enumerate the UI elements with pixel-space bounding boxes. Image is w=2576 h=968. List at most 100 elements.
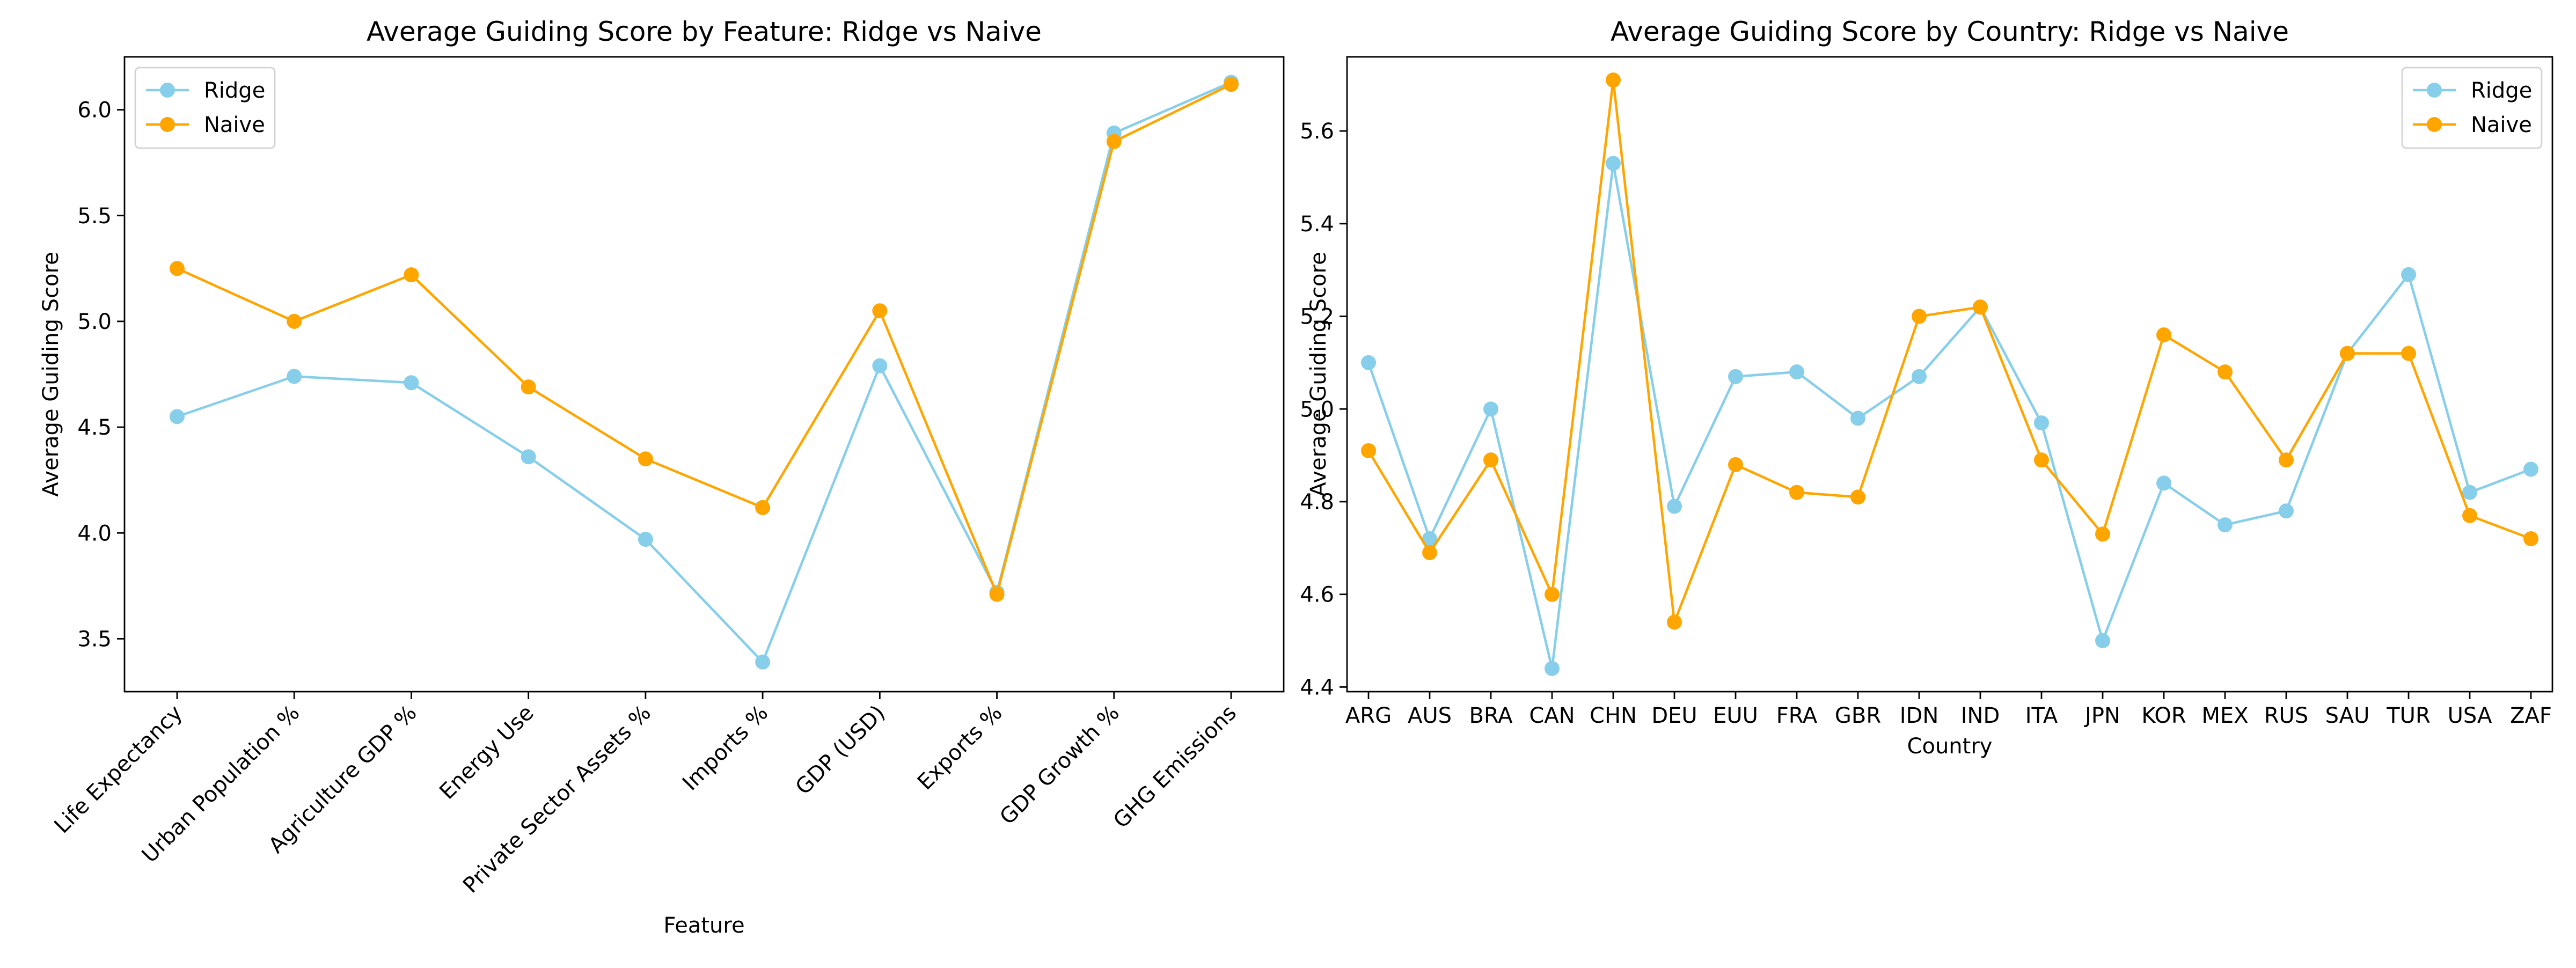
data-point (521, 449, 536, 465)
y-axis-label: Average Guiding Score (39, 252, 63, 496)
legend-label-naive: Naive (2471, 113, 2532, 137)
data-point (521, 379, 536, 395)
data-point (1106, 134, 1122, 149)
data-point (1973, 299, 1988, 315)
legend-marker-naive (160, 117, 175, 132)
x-tick-label: CHN (1590, 703, 1637, 728)
x-tick-label: MEX (2201, 703, 2248, 728)
data-point (1728, 369, 1743, 384)
data-point (1361, 443, 1376, 458)
x-tick-label: ITA (2025, 703, 2058, 728)
data-point (2401, 267, 2416, 282)
data-point (1422, 545, 1437, 560)
chart-title: Average Guiding Score by Feature: Ridge … (367, 16, 1042, 47)
data-point (2034, 452, 2049, 468)
data-point (1545, 661, 1560, 676)
data-point (2523, 531, 2538, 547)
data-point (1850, 489, 1865, 505)
x-axis-label: Feature (663, 913, 744, 938)
legend-label-ridge: Ridge (204, 78, 265, 103)
y-tick-label: 5.6 (1300, 119, 1334, 144)
data-point (2156, 327, 2171, 343)
data-point (638, 451, 653, 467)
data-point (1545, 586, 1560, 602)
data-point (1850, 410, 1865, 426)
series-line-ridge (1367, 162, 2533, 670)
data-point (1728, 457, 1743, 472)
data-point (287, 369, 302, 384)
data-point (170, 409, 185, 424)
data-point (1789, 364, 1804, 380)
series-line-naive (175, 83, 1233, 596)
series-line-ridge (175, 81, 1233, 664)
y-tick-label: 5.0 (1300, 397, 1334, 422)
data-point (2218, 364, 2233, 380)
x-tick-label: USA (2448, 703, 2492, 728)
x-tick-label: AUS (1408, 703, 1452, 728)
y-tick-label: 6.0 (77, 98, 112, 123)
data-point (2095, 526, 2110, 542)
data-point (872, 303, 888, 319)
x-axis-label: Country (1907, 734, 1993, 759)
x-tick-label: BRA (1469, 703, 1513, 728)
series-naive (170, 77, 1239, 602)
y-tick-label: 4.8 (1300, 490, 1334, 515)
x-tick-label: ZAF (2510, 703, 2552, 728)
chart-panel-1: Average Guiding Score by Feature: Ridge … (39, 16, 1285, 938)
x-tick-label: CAN (1529, 703, 1575, 728)
data-point (1606, 72, 1621, 88)
data-point (1912, 309, 1927, 324)
legend-label-naive: Naive (204, 113, 265, 137)
data-point (404, 375, 419, 391)
x-tick-label: EUU (1713, 703, 1758, 728)
data-point (2218, 517, 2233, 533)
x-tick-label: Exports % (913, 701, 1007, 795)
data-point (1606, 156, 1621, 171)
data-point (2523, 461, 2538, 477)
x-tick-label: KOR (2141, 703, 2186, 728)
x-tick-label: IND (1961, 703, 2000, 728)
axes-frame (1346, 56, 2553, 693)
y-tick-label: 5.2 (1300, 305, 1334, 329)
x-tick-label: DEU (1651, 703, 1697, 728)
legend-marker-ridge (2427, 83, 2442, 98)
series-line-naive (1367, 78, 2533, 624)
data-point (1667, 614, 1682, 630)
data-point (989, 586, 1005, 602)
y-tick-label: 5.5 (77, 204, 112, 229)
y-tick-label: 5.0 (77, 310, 112, 334)
data-point (2279, 503, 2294, 519)
x-tick-label: TUR (2386, 703, 2431, 728)
legend-marker-naive (2427, 117, 2442, 132)
data-point (2156, 475, 2171, 491)
y-tick-label: 4.5 (77, 415, 112, 440)
data-point (1667, 498, 1682, 514)
x-tick-label: GDP Growth % (995, 701, 1124, 830)
y-tick-label: 4.0 (77, 521, 112, 546)
series-naive (1361, 72, 2538, 630)
x-tick-label: JPN (2083, 703, 2120, 728)
data-point (2340, 346, 2355, 361)
legend: Ridge Naive (134, 67, 276, 149)
series-ridge (170, 75, 1239, 670)
data-point (1361, 355, 1376, 370)
x-tick-label: Private Sector Assets % (458, 701, 656, 898)
x-tick-label: GHG Emissions (1109, 701, 1241, 833)
x-tick-label: FRA (1776, 703, 1818, 728)
legend: Ridge Naive (2401, 67, 2543, 149)
y-tick-label: 3.5 (77, 627, 112, 651)
axes-frame (123, 56, 1285, 693)
series-ridge (1361, 156, 2538, 676)
data-point (1422, 531, 1437, 547)
data-point (2034, 415, 2049, 431)
data-point (2279, 452, 2294, 468)
data-point (1224, 77, 1239, 92)
data-point (2462, 508, 2477, 523)
y-axis-label: Average Guiding Score (1306, 252, 1331, 496)
data-point (170, 261, 185, 276)
chart-panel-2: Average Guiding Score by Country: Ridge … (1300, 16, 2553, 759)
data-point (638, 532, 653, 547)
x-tick-label: Energy Use (435, 701, 538, 804)
